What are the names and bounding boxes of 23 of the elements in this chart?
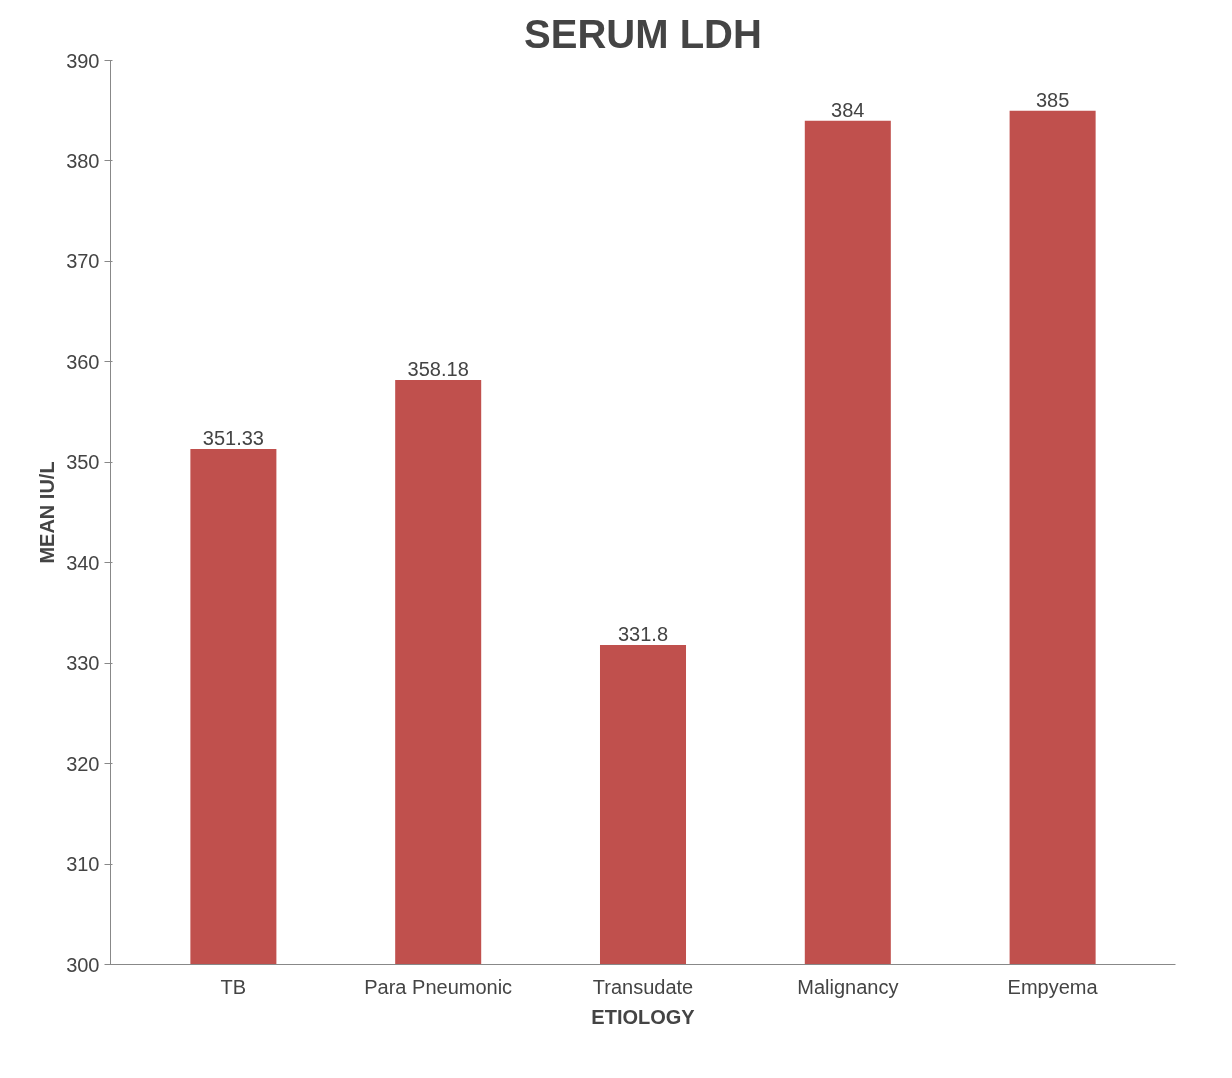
data-label: 351.33	[202, 426, 264, 449]
x-tick-label: TB	[220, 975, 247, 998]
x-tick-label: Malignancy	[797, 975, 899, 998]
y-tick-label: 330	[66, 652, 100, 675]
y-tick-label: 310	[66, 853, 100, 876]
x-axis-title: ETIOLOGY	[591, 1005, 696, 1028]
y-tick-label: 390	[66, 49, 100, 72]
chart-title: SERUM LDH	[524, 11, 762, 56]
x-tick-label: Para Pneumonic	[364, 975, 513, 998]
y-tick-label: 320	[66, 752, 100, 775]
x-tick-label: Transudate	[592, 975, 694, 998]
data-label: 331.8	[617, 623, 669, 646]
y-tick-label: 300	[66, 953, 100, 976]
data-label: 358.18	[407, 358, 469, 381]
y-tick-label: 350	[66, 451, 100, 474]
data-label: 384	[831, 98, 865, 121]
y-tick-label: 360	[66, 350, 100, 373]
data-label: 385	[1035, 88, 1070, 111]
x-tick-label: Empyema	[1007, 975, 1099, 998]
y-tick-label: 340	[66, 551, 100, 574]
y-tick-label: 380	[66, 149, 100, 172]
y-tick-label: 370	[66, 250, 100, 273]
y-axis-title: MEAN IU/L	[36, 461, 59, 564]
